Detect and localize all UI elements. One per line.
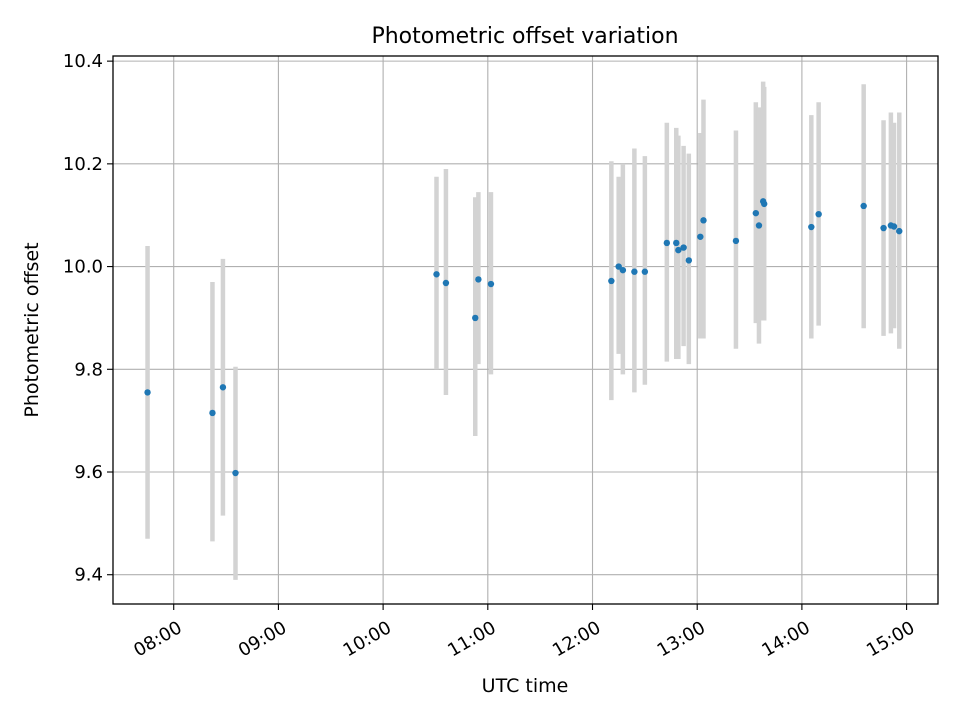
y-tick-label: 10.2 (63, 154, 103, 175)
data-point (675, 246, 682, 254)
data-point (673, 239, 680, 247)
plot-frame (112, 55, 939, 605)
data-point (487, 280, 495, 288)
data-point (732, 237, 740, 245)
data-point (808, 223, 815, 231)
y-tick-label: 10.4 (63, 51, 103, 72)
y-tick-label: 9.4 (74, 565, 103, 586)
data-point (232, 469, 239, 477)
chart-title: Photometric offset variation (371, 24, 678, 49)
x-axis-label: UTC time (482, 675, 569, 697)
grid-lines (113, 56, 938, 604)
y-axis-label: Photometric offset (21, 242, 43, 417)
data-point (663, 239, 671, 247)
data-point (619, 266, 627, 274)
data-point (475, 276, 482, 283)
data-point (219, 384, 227, 391)
data-point (896, 227, 903, 235)
data-point (761, 200, 768, 208)
data-point (890, 223, 898, 230)
data-point (442, 279, 450, 287)
data-point (755, 222, 763, 229)
data-point (144, 389, 151, 396)
data-point (631, 268, 638, 275)
data-point (815, 210, 822, 218)
data-point (697, 233, 704, 240)
data-point (880, 224, 887, 232)
data-point (680, 244, 687, 251)
data-point (433, 271, 440, 278)
data-point (641, 268, 649, 275)
data-point (472, 314, 479, 322)
data-point (752, 209, 760, 217)
y-tick-label: 9.6 (74, 462, 103, 483)
data-point (685, 257, 693, 264)
y-tick-label: 9.8 (74, 359, 103, 380)
data-point (860, 202, 867, 210)
data-point (700, 217, 707, 224)
data-point (209, 409, 216, 417)
y-tick-label: 10.0 (63, 257, 103, 278)
data-point (615, 263, 622, 270)
y-axis-ticks: 9.4 9.6 9.8 10.0 10.2 10.4 (63, 51, 113, 586)
data-point (608, 277, 615, 285)
data-points (144, 198, 903, 477)
